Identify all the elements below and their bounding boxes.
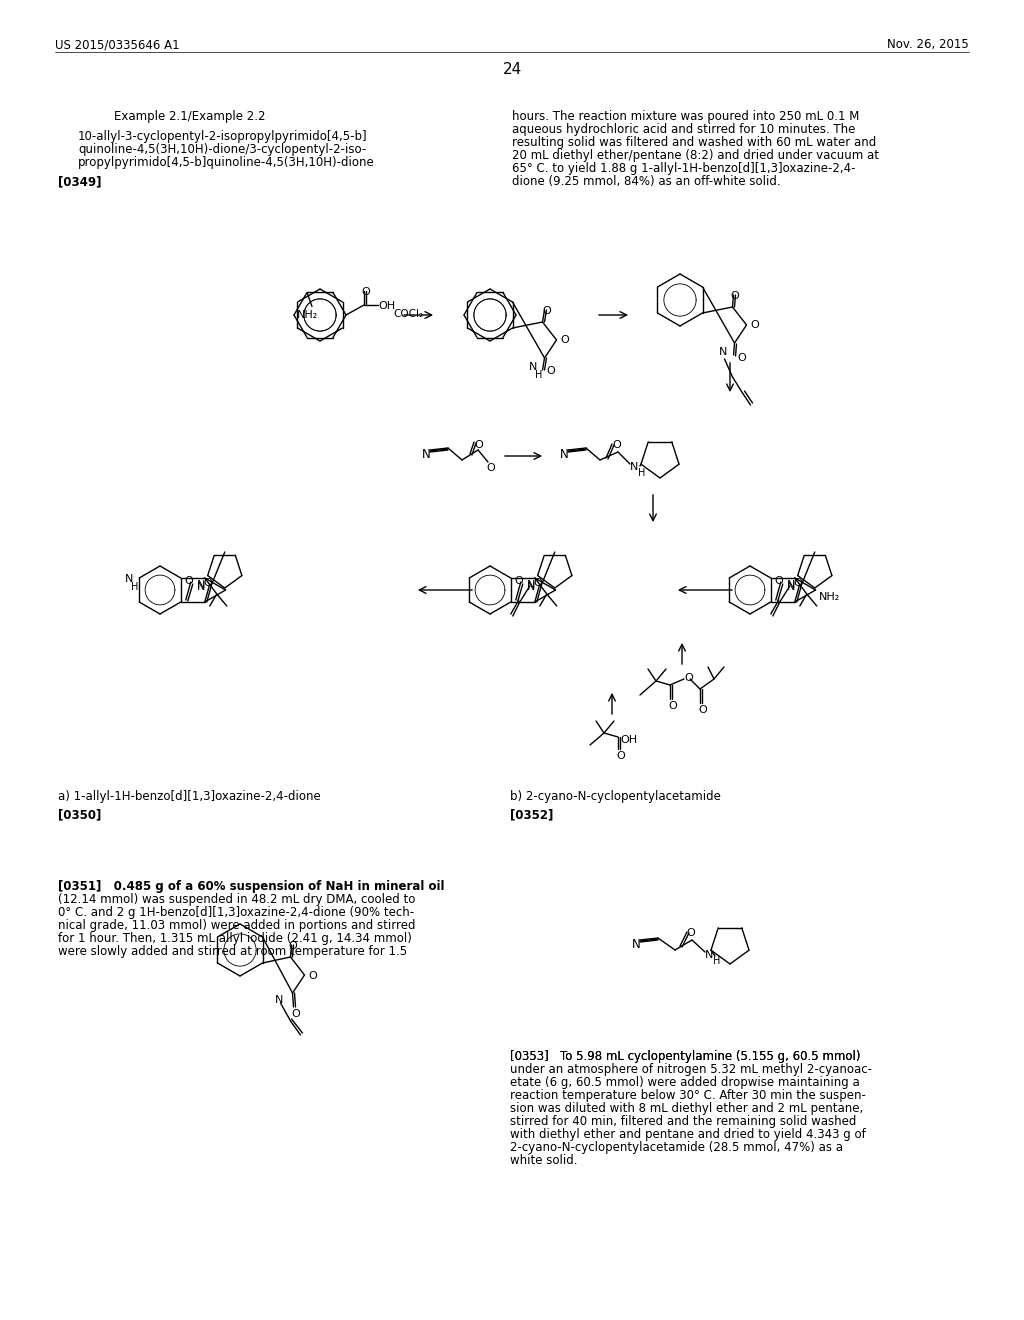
Text: NH₂: NH₂: [296, 310, 317, 321]
Text: [0350]: [0350]: [58, 808, 101, 821]
Text: hours. The reaction mixture was poured into 250 mL 0.1 M: hours. The reaction mixture was poured i…: [512, 110, 859, 123]
Text: O: O: [560, 335, 569, 345]
Text: Example 2.1/Example 2.2: Example 2.1/Example 2.2: [115, 110, 266, 123]
Text: nical grade, 11.03 mmol) were added in portions and stirred: nical grade, 11.03 mmol) were added in p…: [58, 919, 416, 932]
Text: N: N: [526, 579, 535, 590]
Text: H: H: [638, 469, 645, 478]
Text: with diethyl ether and pentane and dried to yield 4.343 g of: with diethyl ether and pentane and dried…: [510, 1129, 865, 1140]
Text: O: O: [534, 578, 542, 587]
Text: O: O: [542, 306, 551, 315]
Text: stirred for 40 min, filtered and the remaining solid washed: stirred for 40 min, filtered and the rem…: [510, 1115, 856, 1129]
Text: O: O: [184, 576, 194, 586]
Text: 24: 24: [503, 62, 521, 77]
Text: O: O: [686, 928, 694, 939]
Text: O: O: [668, 701, 677, 711]
Text: b) 2-cyano-N-cyclopentylacetamide: b) 2-cyano-N-cyclopentylacetamide: [510, 789, 721, 803]
Text: under an atmosphere of nitrogen 5.32 mL methyl 2-cyanoac-: under an atmosphere of nitrogen 5.32 mL …: [510, 1063, 872, 1076]
Text: a) 1-allyl-1H-benzo[d][1,3]oxazine-2,4-dione: a) 1-allyl-1H-benzo[d][1,3]oxazine-2,4-d…: [58, 789, 321, 803]
Text: 0° C. and 2 g 1H-benzo[d][1,3]oxazine-2,4-dione (90% tech-: 0° C. and 2 g 1H-benzo[d][1,3]oxazine-2,…: [58, 906, 414, 919]
Text: dione (9.25 mmol, 84%) as an off-white solid.: dione (9.25 mmol, 84%) as an off-white s…: [512, 176, 780, 187]
Text: [0352]: [0352]: [510, 808, 553, 821]
Text: Nov. 26, 2015: Nov. 26, 2015: [887, 38, 969, 51]
Text: O: O: [616, 751, 625, 762]
Text: [0353]   To 5.98 mL cyclopentylamine (5.155 g, 60.5 mmol): [0353] To 5.98 mL cyclopentylamine (5.15…: [510, 1049, 860, 1063]
Text: (12.14 mmol) was suspended in 48.2 mL dry DMA, cooled to: (12.14 mmol) was suspended in 48.2 mL dr…: [58, 894, 416, 906]
Text: for 1 hour. Then, 1.315 mL allyl iodide (2.41 g, 14.34 mmol): for 1 hour. Then, 1.315 mL allyl iodide …: [58, 932, 412, 945]
Text: N: N: [526, 582, 535, 591]
Text: N: N: [197, 579, 205, 590]
Text: O: O: [684, 673, 693, 682]
Text: N: N: [528, 362, 537, 372]
Text: H: H: [131, 582, 138, 591]
Text: COCl₂: COCl₂: [393, 309, 423, 319]
Text: N: N: [705, 950, 714, 960]
Text: [0349]: [0349]: [58, 176, 101, 187]
Text: H: H: [535, 370, 542, 380]
Text: reaction temperature below 30° C. After 30 min the suspen-: reaction temperature below 30° C. After …: [510, 1089, 866, 1102]
Text: [0351]   0.485 g of a 60% suspension of NaH in mineral oil: [0351] 0.485 g of a 60% suspension of Na…: [58, 880, 444, 894]
Text: [0353]   To 5.98 mL cyclopentylamine (5.155 g, 60.5 mmol): [0353] To 5.98 mL cyclopentylamine (5.15…: [510, 1049, 860, 1063]
Text: O: O: [514, 576, 523, 586]
Text: N: N: [274, 995, 283, 1005]
Text: O: O: [474, 440, 482, 450]
Text: O: O: [774, 576, 783, 586]
Text: O: O: [751, 319, 759, 330]
Text: 2-cyano-N-cyclopentylacetamide (28.5 mmol, 47%) as a: 2-cyano-N-cyclopentylacetamide (28.5 mmo…: [510, 1140, 843, 1154]
Text: H: H: [713, 956, 720, 966]
Text: O: O: [547, 366, 555, 376]
Text: quinoline-4,5(3H,10H)-dione/3-cyclopentyl-2-iso-: quinoline-4,5(3H,10H)-dione/3-cyclopenty…: [78, 143, 367, 156]
Text: resulting solid was filtered and washed with 60 mL water and: resulting solid was filtered and washed …: [512, 136, 877, 149]
Text: N: N: [786, 579, 795, 590]
Text: 65° C. to yield 1.88 g 1-allyl-1H-benzo[d][1,3]oxazine-2,4-: 65° C. to yield 1.88 g 1-allyl-1H-benzo[…: [512, 162, 855, 176]
Text: US 2015/0335646 A1: US 2015/0335646 A1: [55, 38, 179, 51]
Text: N: N: [632, 939, 641, 950]
Text: O: O: [698, 705, 707, 715]
Text: N: N: [422, 447, 431, 461]
Text: O: O: [730, 290, 739, 301]
Text: O: O: [361, 286, 370, 297]
Text: O: O: [204, 578, 212, 587]
Text: O: O: [737, 352, 746, 363]
Text: OH: OH: [378, 301, 395, 312]
Text: 20 mL diethyl ether/pentane (8:2) and dried under vacuum at: 20 mL diethyl ether/pentane (8:2) and dr…: [512, 149, 879, 162]
Text: were slowly added and stirred at room temperature for 1.5: were slowly added and stirred at room te…: [58, 945, 408, 958]
Text: sion was diluted with 8 mL diethyl ether and 2 mL pentane,: sion was diluted with 8 mL diethyl ether…: [510, 1102, 863, 1115]
Text: O: O: [794, 578, 802, 587]
Text: N: N: [630, 462, 638, 473]
Text: N: N: [197, 582, 205, 591]
Text: N: N: [719, 347, 727, 356]
Text: etate (6 g, 60.5 mmol) were added dropwise maintaining a: etate (6 g, 60.5 mmol) were added dropwi…: [510, 1076, 860, 1089]
Text: N: N: [560, 447, 568, 461]
Text: O: O: [612, 440, 621, 450]
Text: aqueous hydrochloric acid and stirred for 10 minutes. The: aqueous hydrochloric acid and stirred fo…: [512, 123, 855, 136]
Text: white solid.: white solid.: [510, 1154, 578, 1167]
Text: O: O: [292, 1008, 300, 1019]
Text: OH: OH: [620, 735, 637, 744]
Text: O: O: [288, 941, 297, 950]
Text: O: O: [308, 972, 317, 981]
Text: N: N: [125, 574, 133, 583]
Text: N: N: [786, 582, 795, 591]
Text: NH₂: NH₂: [818, 591, 840, 602]
Text: 10-allyl-3-cyclopentyl-2-isopropylpyrimido[4,5-b]: 10-allyl-3-cyclopentyl-2-isopropylpyrimi…: [78, 129, 368, 143]
Text: propylpyrimido[4,5-b]quinoline-4,5(3H,10H)-dione: propylpyrimido[4,5-b]quinoline-4,5(3H,10…: [78, 156, 375, 169]
Text: O: O: [486, 463, 495, 473]
